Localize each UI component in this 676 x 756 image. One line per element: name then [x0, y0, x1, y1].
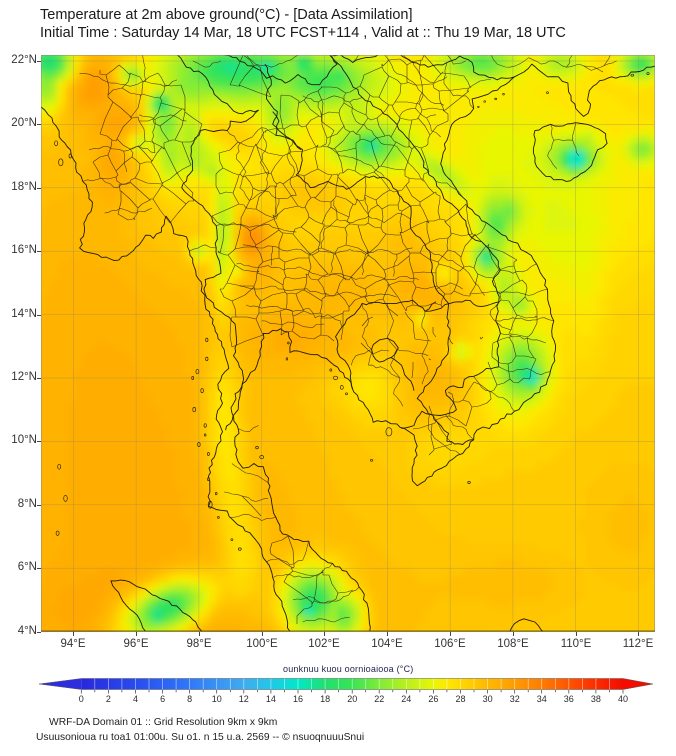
- svg-text:24: 24: [401, 694, 411, 704]
- svg-text:14: 14: [266, 694, 276, 704]
- svg-text:40: 40: [618, 694, 628, 704]
- svg-text:6: 6: [160, 694, 165, 704]
- svg-text:0: 0: [79, 694, 84, 704]
- svg-text:32: 32: [510, 694, 520, 704]
- svg-text:16: 16: [293, 694, 303, 704]
- svg-text:4: 4: [133, 694, 138, 704]
- svg-text:34: 34: [537, 694, 547, 704]
- svg-text:20: 20: [347, 694, 357, 704]
- svg-text:2: 2: [106, 694, 111, 704]
- svg-text:22: 22: [374, 694, 384, 704]
- svg-text:18: 18: [320, 694, 330, 704]
- svg-text:10: 10: [212, 694, 222, 704]
- svg-text:12: 12: [239, 694, 249, 704]
- svg-text:30: 30: [483, 694, 493, 704]
- svg-text:38: 38: [591, 694, 601, 704]
- svg-text:28: 28: [455, 694, 465, 704]
- svg-text:26: 26: [428, 694, 438, 704]
- svg-text:36: 36: [564, 694, 574, 704]
- svg-text:8: 8: [187, 694, 192, 704]
